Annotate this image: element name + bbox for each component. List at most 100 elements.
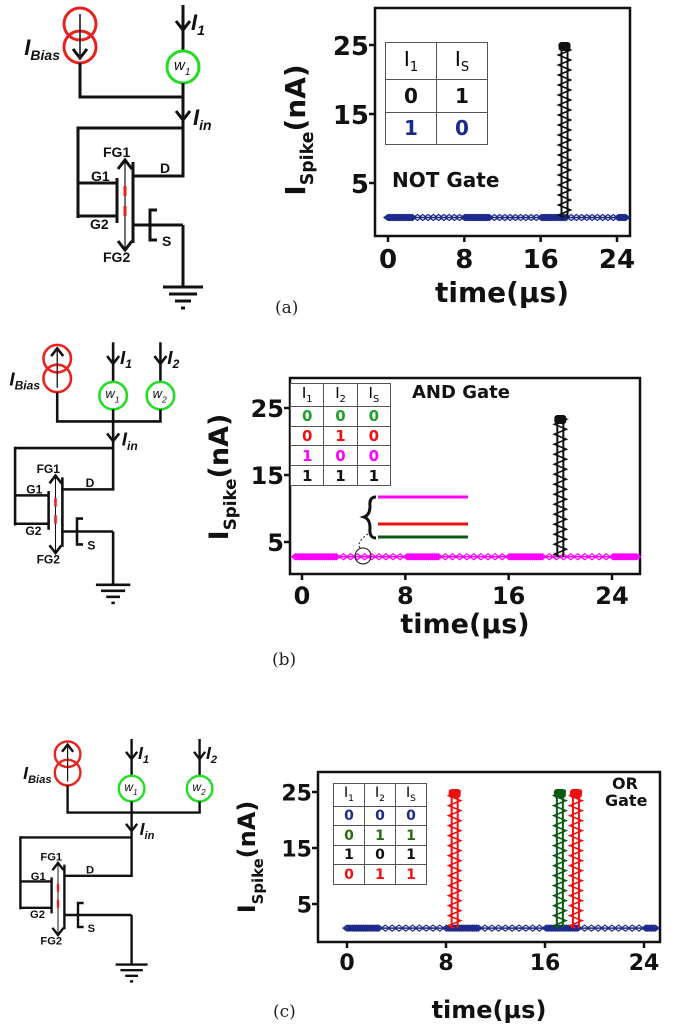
x-axis-label: time(µs) bbox=[400, 609, 529, 640]
dashed-arrow-icon bbox=[358, 533, 369, 549]
baseline-marker bbox=[367, 924, 378, 932]
truth-table-cell: 0 bbox=[356, 405, 392, 427]
header-main: I bbox=[406, 785, 411, 802]
truth-table-cell: 0 bbox=[323, 445, 358, 467]
baseline-marker bbox=[421, 924, 432, 932]
y-tick-label: 15 bbox=[251, 462, 284, 490]
truth-table-cell: 0 bbox=[333, 805, 365, 827]
input-label-1-main: I bbox=[120, 348, 126, 369]
baseline-marker bbox=[449, 213, 460, 222]
truth-table-a: I1 IS 0 1 1 0 bbox=[384, 41, 488, 146]
baseline-marker bbox=[531, 552, 542, 561]
source-bracket bbox=[148, 208, 157, 242]
input-label-1-main: I bbox=[138, 743, 144, 763]
caption-a: (a) bbox=[275, 298, 299, 318]
baseline-marker bbox=[479, 924, 490, 932]
baseline-marker bbox=[510, 213, 521, 222]
weight-label-1-sub: 1 bbox=[115, 395, 120, 405]
input-label-1-sub: 1 bbox=[143, 754, 149, 766]
truth-table-cell: 0 bbox=[356, 445, 392, 467]
truth-table-cell: 0 bbox=[333, 825, 365, 846]
x-tick-label: 16 bbox=[523, 245, 559, 275]
source-label: S bbox=[88, 923, 96, 935]
weight-label-1-main: w bbox=[124, 780, 134, 794]
input-label-1: I1 bbox=[138, 743, 149, 766]
fg2-label: FG2 bbox=[40, 936, 62, 948]
baseline-marker bbox=[614, 213, 625, 222]
baseline-marker bbox=[401, 213, 412, 222]
baseline-marker bbox=[427, 552, 438, 561]
header-cell: I1 bbox=[333, 783, 365, 807]
baseline-marker bbox=[505, 213, 516, 222]
truth-table-cell: 0 bbox=[436, 111, 488, 146]
drain-label: D bbox=[86, 476, 95, 490]
baseline-marker bbox=[619, 213, 630, 222]
fg2-arrow-icon bbox=[51, 927, 65, 937]
baseline-marker bbox=[625, 552, 636, 561]
baseline-marker bbox=[484, 213, 495, 222]
bias-label: IBias bbox=[9, 369, 40, 392]
baseline-marker bbox=[631, 552, 642, 561]
baseline-marker bbox=[407, 924, 418, 932]
baseline-marker bbox=[431, 552, 442, 561]
baseline-marker bbox=[613, 924, 624, 932]
bias-label-sub: Bias bbox=[30, 47, 60, 63]
g1-label: G1 bbox=[26, 483, 42, 497]
fg2-arrow-icon bbox=[116, 240, 134, 253]
weight-label-1-sub: 1 bbox=[185, 67, 191, 78]
baseline-marker bbox=[566, 213, 577, 222]
y-axis-label-ylabel_unit: (nA) bbox=[204, 414, 235, 479]
baseline-marker bbox=[423, 213, 434, 222]
bias-arrow-icon bbox=[50, 346, 65, 357]
y-tick-label: 5 bbox=[297, 893, 312, 918]
in-arrow-icon bbox=[106, 432, 121, 444]
truth-table-cell: 1 bbox=[323, 465, 358, 486]
x-axis-label: time(µs) bbox=[435, 276, 569, 309]
caption-c: (c) bbox=[273, 1002, 296, 1022]
x-tick-label: 0 bbox=[294, 582, 311, 610]
in-current-label: Iin bbox=[122, 430, 138, 453]
truth-table-cell: 1 bbox=[395, 844, 427, 866]
baseline-marker bbox=[535, 552, 546, 561]
truth-table-cell: 1 bbox=[356, 465, 392, 486]
input-arrow-icon bbox=[125, 751, 139, 761]
baseline-marker bbox=[469, 924, 480, 932]
truth-table-cell: 1 bbox=[364, 864, 396, 885]
baseline-marker bbox=[586, 924, 597, 932]
baseline-marker bbox=[380, 924, 391, 932]
x-tick-label: 24 bbox=[595, 582, 628, 610]
y-axis-label-ylabel_sub: Spike bbox=[298, 132, 318, 186]
truth-table-c: I1 I2 IS 0 0 0 0 1 1 1 0 1 0 1 1 bbox=[333, 783, 427, 885]
baseline-marker bbox=[329, 552, 340, 561]
fg1-arrow-icon bbox=[51, 861, 65, 871]
spike-peak-1 bbox=[448, 789, 461, 798]
baseline-marker bbox=[433, 213, 444, 222]
baseline-marker bbox=[650, 924, 661, 932]
input-label-1-sub: 1 bbox=[125, 357, 132, 371]
baseline-marker bbox=[482, 213, 493, 222]
spike-1 bbox=[556, 44, 573, 219]
g1-label: G1 bbox=[91, 168, 110, 184]
baseline-marker bbox=[533, 552, 544, 561]
input-arrow-icon bbox=[106, 355, 121, 366]
baseline-marker bbox=[412, 213, 423, 222]
spike-peak-2 bbox=[553, 789, 566, 798]
header-cell: I1 bbox=[384, 41, 438, 81]
y-axis-label-ylabel_sub: Spike bbox=[249, 858, 267, 904]
truth-table-cell: 1 bbox=[364, 825, 396, 846]
baseline-marker bbox=[494, 213, 505, 222]
baseline-marker bbox=[606, 924, 617, 932]
fg2-label: FG2 bbox=[37, 552, 61, 566]
bias-label-sub: Bias bbox=[28, 774, 52, 786]
header-main: I bbox=[368, 384, 373, 403]
y-tick-label: 15 bbox=[333, 101, 369, 131]
y-axis-label-ylabel_unit: (nA) bbox=[279, 64, 312, 131]
weight-label-1-sub: 1 bbox=[133, 788, 137, 797]
header-cell: I1 bbox=[289, 383, 325, 407]
header-cell: IS bbox=[356, 383, 392, 407]
